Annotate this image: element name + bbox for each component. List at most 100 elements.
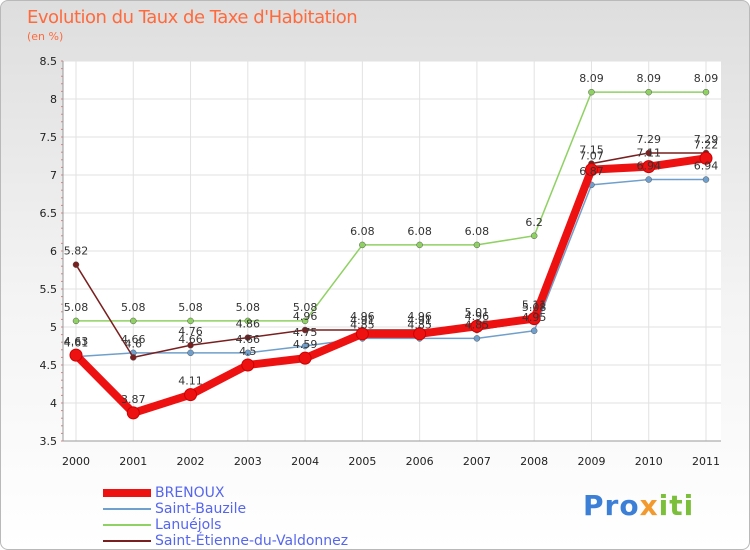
- y-tick-label: 3.5: [40, 435, 58, 448]
- data-label-brenoux: 4.59: [293, 338, 318, 351]
- data-label-brenoux: 4.91: [407, 314, 432, 327]
- data-point-brenoux: [184, 388, 198, 402]
- x-tick-label: 2011: [692, 455, 720, 468]
- data-point-saint-etienne-du-valdonnez: [130, 354, 137, 361]
- data-label-saint-bauzile: 6.87: [579, 165, 604, 178]
- data-point-brenoux: [355, 327, 369, 341]
- data-label-saint-etienne-du-valdonnez: 4.6: [125, 337, 143, 350]
- data-point-lanuejols: [473, 241, 481, 249]
- data-point-lanuejols: [530, 232, 538, 240]
- data-point-lanuejols: [359, 241, 366, 249]
- y-tick-label: 6.5: [40, 207, 58, 220]
- data-point-lanuejols: [301, 317, 309, 325]
- data-label-brenoux: 4.63: [64, 335, 89, 348]
- x-tick-label: 2002: [177, 455, 205, 468]
- data-label-lanuejols: 5.08: [178, 301, 203, 314]
- chart-title: Evolution du Taux de Taxe d'Habitation: [27, 7, 358, 28]
- data-point-saint-bauzile: [244, 349, 252, 357]
- data-point-brenoux: [584, 163, 598, 177]
- legend-label-saint-etienne-du-valdonnez: Saint-Étienne-du-Valdonnez: [155, 533, 349, 549]
- y-tick-label: 4.5: [40, 359, 58, 372]
- x-tick-label: 2004: [291, 455, 319, 468]
- x-tick-label: 2001: [119, 455, 147, 468]
- data-label-saint-bauzile: 4.66: [178, 333, 203, 346]
- y-tick-label: 8.5: [40, 55, 58, 68]
- series-line-lanuejols: [75, 91, 707, 322]
- x-tick-label: 2005: [348, 455, 376, 468]
- data-label-brenoux: 7.22: [694, 138, 719, 151]
- data-point-brenoux: [69, 348, 83, 362]
- data-label-brenoux: 4.5: [239, 345, 257, 358]
- data-label-saint-etienne-du-valdonnez: 7.29: [694, 133, 719, 146]
- data-label-saint-bauzile: 6.94: [636, 160, 661, 173]
- legend-swatch-saint-etienne-du-valdonnez: [103, 540, 151, 542]
- data-label-brenoux: 4.91: [350, 314, 375, 327]
- logo-part-1: Pro: [583, 489, 640, 522]
- data-point-brenoux: [126, 406, 140, 420]
- data-point-brenoux: [413, 327, 427, 341]
- data-point-saint-etienne-du-valdonnez: [72, 261, 80, 268]
- data-point-saint-bauzile: [187, 349, 194, 357]
- legend-swatch-brenoux: [103, 489, 151, 497]
- data-label-saint-bauzile: 4.66: [121, 333, 146, 346]
- data-point-brenoux: [470, 319, 484, 333]
- y-tick-label: 6: [50, 245, 57, 258]
- data-point-saint-bauzile: [473, 335, 481, 342]
- data-label-lanuejols: 6.08: [407, 225, 432, 238]
- data-point-lanuejols: [416, 241, 423, 249]
- data-label-brenoux: 3.87: [121, 393, 146, 406]
- data-point-saint-bauzile: [530, 327, 538, 335]
- data-label-saint-etienne-du-valdonnez: 4.86: [236, 318, 261, 331]
- data-label-lanuejols: 8.09: [579, 72, 604, 85]
- data-label-saint-etienne-du-valdonnez: 5.08: [522, 301, 547, 314]
- data-label-brenoux: 5.01: [465, 306, 490, 319]
- legend-swatch-saint-bauzile: [103, 508, 151, 510]
- data-point-saint-bauzile: [702, 176, 710, 183]
- x-tick-label: 2009: [577, 455, 605, 468]
- data-point-lanuejols: [72, 317, 80, 325]
- data-label-saint-bauzile: 6.94: [694, 160, 719, 173]
- data-label-saint-bauzile: 4.85: [407, 318, 432, 331]
- x-tick-label: 2007: [463, 455, 491, 468]
- x-tick-label: 2006: [406, 455, 434, 468]
- series-line-brenoux: [72, 154, 710, 417]
- x-tick-label: 2008: [520, 455, 548, 468]
- x-tick-label: 2000: [62, 455, 90, 468]
- data-point-brenoux: [699, 151, 713, 165]
- data-label-saint-etienne-du-valdonnez: 7.15: [579, 144, 604, 157]
- data-point-saint-etienne-du-valdonnez: [187, 341, 194, 349]
- data-label-saint-bauzile: 4.66: [236, 333, 261, 346]
- data-label-brenoux: 7.11: [636, 147, 661, 160]
- y-tick-label: 7: [50, 169, 57, 182]
- data-label-brenoux: 7.07: [579, 150, 604, 163]
- data-label-saint-etienne-du-valdonnez: 5.82: [64, 245, 89, 258]
- data-label-saint-bauzile: 4.75: [293, 326, 318, 339]
- data-label-lanuejols: 8.09: [694, 72, 719, 85]
- proxiti-logo: Proxiti: [583, 489, 694, 522]
- data-point-lanuejols: [187, 317, 194, 325]
- data-label-lanuejols: 8.09: [636, 72, 661, 85]
- data-label-saint-etienne-du-valdonnez: 4.96: [465, 310, 490, 323]
- legend-swatch-lanuejols: [103, 524, 151, 526]
- legend-label-saint-bauzile: Saint-Bauzile: [155, 501, 247, 517]
- data-point-saint-etienne-du-valdonnez: [244, 334, 252, 341]
- data-label-saint-etienne-du-valdonnez: 7.29: [636, 133, 661, 146]
- legend-label-lanuejols: Lanuéjols: [155, 517, 222, 533]
- legend-label-brenoux: BRENOUX: [155, 485, 225, 501]
- data-label-saint-bauzile: 4.85: [350, 318, 375, 331]
- data-point-saint-bauzile: [645, 176, 652, 183]
- data-label-saint-bauzile: 4.61: [64, 337, 89, 350]
- chart-unit-label: (en %): [27, 30, 64, 43]
- data-label-lanuejols: 5.08: [293, 301, 318, 314]
- data-label-lanuejols: 5.08: [121, 301, 146, 314]
- y-tick-label: 8: [50, 93, 57, 106]
- y-tick-label: 5.5: [40, 283, 58, 296]
- data-label-saint-etienne-du-valdonnez: 4.76: [178, 325, 203, 338]
- data-point-lanuejols: [588, 88, 595, 96]
- y-tick-label: 7.5: [40, 131, 58, 144]
- data-label-brenoux: 5.11: [522, 299, 547, 312]
- data-label-saint-etienne-du-valdonnez: 4.96: [407, 310, 432, 323]
- logo-part-2: x: [639, 489, 659, 522]
